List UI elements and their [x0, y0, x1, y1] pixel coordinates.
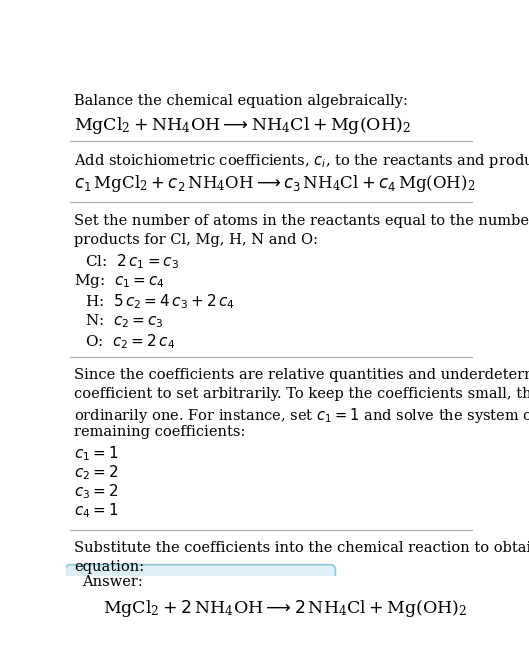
Text: products for Cl, Mg, H, N and O:: products for Cl, Mg, H, N and O:	[74, 233, 318, 247]
Text: $c_1\, \mathregular{MgCl_2} + c_2\, \mathregular{NH_4OH} \longrightarrow c_3\, \: $c_1\, \mathregular{MgCl_2} + c_2\, \mat…	[74, 173, 476, 194]
Text: $\mathregular{MgCl_2} + 2\, \mathregular{NH_4OH} \longrightarrow 2\, \mathregula: $\mathregular{MgCl_2} + 2\, \mathregular…	[103, 598, 468, 619]
Text: Balance the chemical equation algebraically:: Balance the chemical equation algebraica…	[74, 94, 408, 107]
Text: remaining coefficients:: remaining coefficients:	[74, 425, 245, 439]
Text: Since the coefficients are relative quantities and underdetermined, choose a: Since the coefficients are relative quan…	[74, 368, 529, 382]
Text: ordinarily one. For instance, set $c_1 = 1$ and solve the system of equations fo: ordinarily one. For instance, set $c_1 =…	[74, 406, 529, 425]
Text: N:  $c_2 = c_3$: N: $c_2 = c_3$	[85, 313, 163, 330]
Text: Answer:: Answer:	[81, 575, 142, 589]
Text: $c_4 = 1$: $c_4 = 1$	[74, 501, 119, 520]
Text: $c_1 = 1$: $c_1 = 1$	[74, 444, 119, 463]
FancyBboxPatch shape	[65, 565, 335, 645]
Text: Mg:  $c_1 = c_4$: Mg: $c_1 = c_4$	[74, 272, 166, 291]
Text: H:  $5\,c_2 = 4\,c_3 + 2\,c_4$: H: $5\,c_2 = 4\,c_3 + 2\,c_4$	[85, 292, 234, 311]
Text: coefficient to set arbitrarily. To keep the coefficients small, the arbitrary va: coefficient to set arbitrarily. To keep …	[74, 387, 529, 401]
Text: $c_2 = 2$: $c_2 = 2$	[74, 464, 119, 483]
Text: Substitute the coefficients into the chemical reaction to obtain the balanced: Substitute the coefficients into the che…	[74, 542, 529, 555]
Text: O:  $c_2 = 2\,c_4$: O: $c_2 = 2\,c_4$	[85, 332, 175, 351]
Text: $\mathregular{MgCl_2} + \mathregular{NH_4OH} \longrightarrow \mathregular{NH_4Cl: $\mathregular{MgCl_2} + \mathregular{NH_…	[74, 115, 411, 137]
Text: Add stoichiometric coefficients, $c_i$, to the reactants and products:: Add stoichiometric coefficients, $c_i$, …	[74, 152, 529, 170]
Text: $c_3 = 2$: $c_3 = 2$	[74, 483, 119, 501]
Text: equation:: equation:	[74, 560, 144, 575]
Text: Cl:  $2\,c_1 = c_3$: Cl: $2\,c_1 = c_3$	[85, 252, 179, 271]
Text: Set the number of atoms in the reactants equal to the number of atoms in the: Set the number of atoms in the reactants…	[74, 214, 529, 228]
